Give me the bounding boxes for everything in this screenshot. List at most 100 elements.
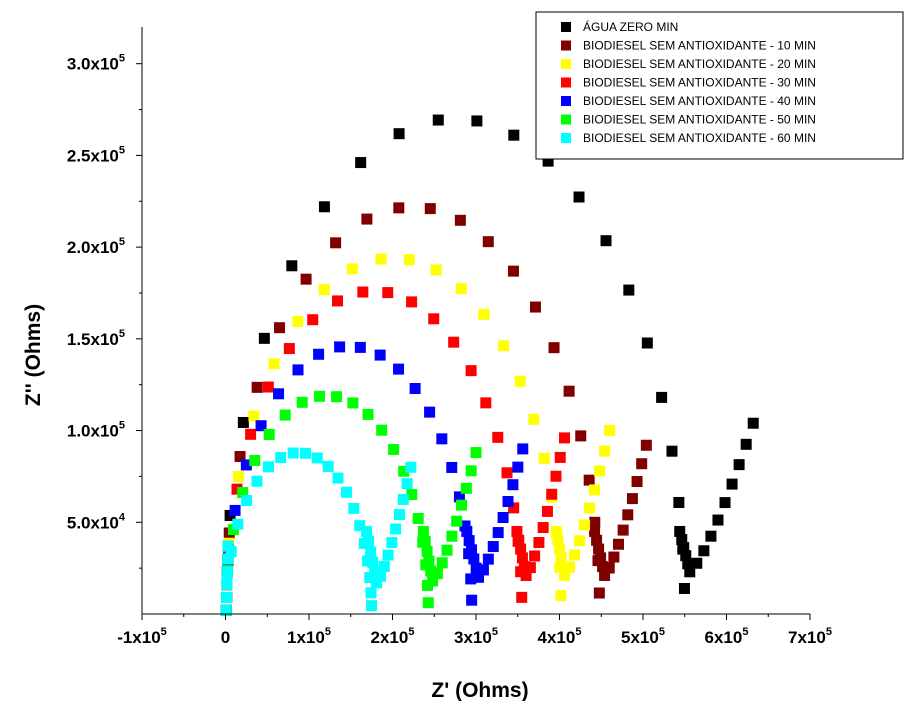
y-tick-label: 1.0x105	[67, 420, 125, 441]
data-point	[589, 516, 601, 528]
data-point	[463, 535, 475, 547]
data-point	[593, 543, 605, 555]
data-point	[455, 283, 467, 295]
data-point	[287, 447, 299, 459]
data-point	[684, 566, 696, 578]
data-point	[542, 155, 554, 167]
data-point	[428, 313, 440, 325]
data-point	[589, 525, 601, 537]
data-point	[307, 314, 319, 326]
data-point	[573, 191, 585, 203]
legend-swatch	[561, 40, 571, 51]
data-point	[237, 416, 249, 428]
data-point	[465, 465, 477, 477]
data-point	[313, 348, 325, 360]
data-point	[640, 439, 652, 451]
data-point	[403, 254, 415, 266]
data-point	[286, 260, 298, 272]
data-point	[422, 597, 434, 609]
data-point	[636, 458, 648, 470]
data-point	[465, 573, 477, 585]
data-point	[613, 538, 625, 550]
data-point	[419, 535, 431, 547]
data-point	[583, 474, 595, 486]
data-point	[406, 489, 418, 501]
data-point	[575, 430, 587, 442]
data-point	[747, 417, 759, 429]
data-point	[497, 512, 509, 524]
data-point	[354, 341, 366, 353]
data-point	[482, 553, 494, 565]
data-point	[441, 544, 453, 556]
y-tick-label: 1.5x105	[67, 328, 125, 349]
data-point	[507, 479, 519, 491]
data-point	[698, 545, 710, 557]
data-point	[401, 478, 413, 490]
data-point	[460, 482, 472, 494]
data-point	[405, 461, 417, 473]
data-point	[550, 525, 562, 537]
data-point	[608, 551, 620, 563]
legend-label: ÁGUA ZERO MIN	[583, 19, 678, 34]
data-point	[255, 420, 267, 432]
x-tick-label: 5x105	[621, 626, 665, 647]
data-point	[470, 447, 482, 459]
data-point	[299, 447, 311, 459]
data-point	[623, 284, 635, 296]
legend-label: BIODIESEL SEM ANTIOXIDANTE - 60 MIN	[583, 131, 816, 145]
data-point	[554, 451, 566, 463]
data-point	[362, 408, 374, 420]
data-point	[516, 552, 528, 564]
data-point	[409, 383, 421, 395]
data-point	[417, 525, 429, 537]
data-point	[512, 461, 524, 473]
data-point	[363, 536, 375, 548]
data-point	[691, 557, 703, 569]
data-point	[594, 465, 606, 477]
data-point	[311, 452, 323, 464]
data-point	[357, 286, 369, 298]
data-point	[550, 470, 562, 482]
data-point	[398, 465, 410, 477]
data-point	[740, 438, 752, 450]
data-point	[231, 483, 243, 495]
data-point	[424, 406, 436, 418]
data-point	[584, 502, 596, 514]
data-point	[473, 571, 485, 583]
data-point	[232, 518, 244, 530]
data-point	[470, 562, 482, 574]
data-point	[513, 534, 525, 546]
data-point	[682, 558, 694, 570]
data-point	[591, 534, 603, 546]
data-point	[365, 587, 377, 599]
x-tick-label: 7x105	[788, 626, 832, 647]
y-tick-label: 2.0x105	[67, 236, 125, 257]
data-point	[430, 264, 442, 276]
data-point	[354, 520, 366, 532]
data-point	[451, 515, 463, 527]
legend-label: BIODIESEL SEM ANTIOXIDANTE - 50 MIN	[583, 113, 816, 127]
data-point	[600, 235, 612, 247]
data-point	[448, 336, 460, 348]
data-point	[498, 340, 510, 352]
data-point	[456, 499, 468, 511]
data-point	[492, 431, 504, 443]
data-point	[300, 273, 312, 285]
data-point	[465, 365, 477, 377]
data-point	[221, 576, 233, 588]
legend-swatch	[561, 96, 571, 106]
data-point	[371, 577, 383, 589]
data-point	[446, 530, 458, 542]
data-point	[229, 504, 241, 516]
data-point	[548, 342, 560, 354]
data-point	[221, 566, 233, 578]
data-point	[393, 202, 405, 214]
data-point	[604, 425, 616, 437]
data-point	[222, 553, 234, 565]
data-point	[574, 535, 586, 547]
data-point	[279, 409, 291, 421]
data-point	[579, 519, 591, 531]
legend-swatch	[561, 77, 571, 88]
data-point	[348, 502, 360, 514]
